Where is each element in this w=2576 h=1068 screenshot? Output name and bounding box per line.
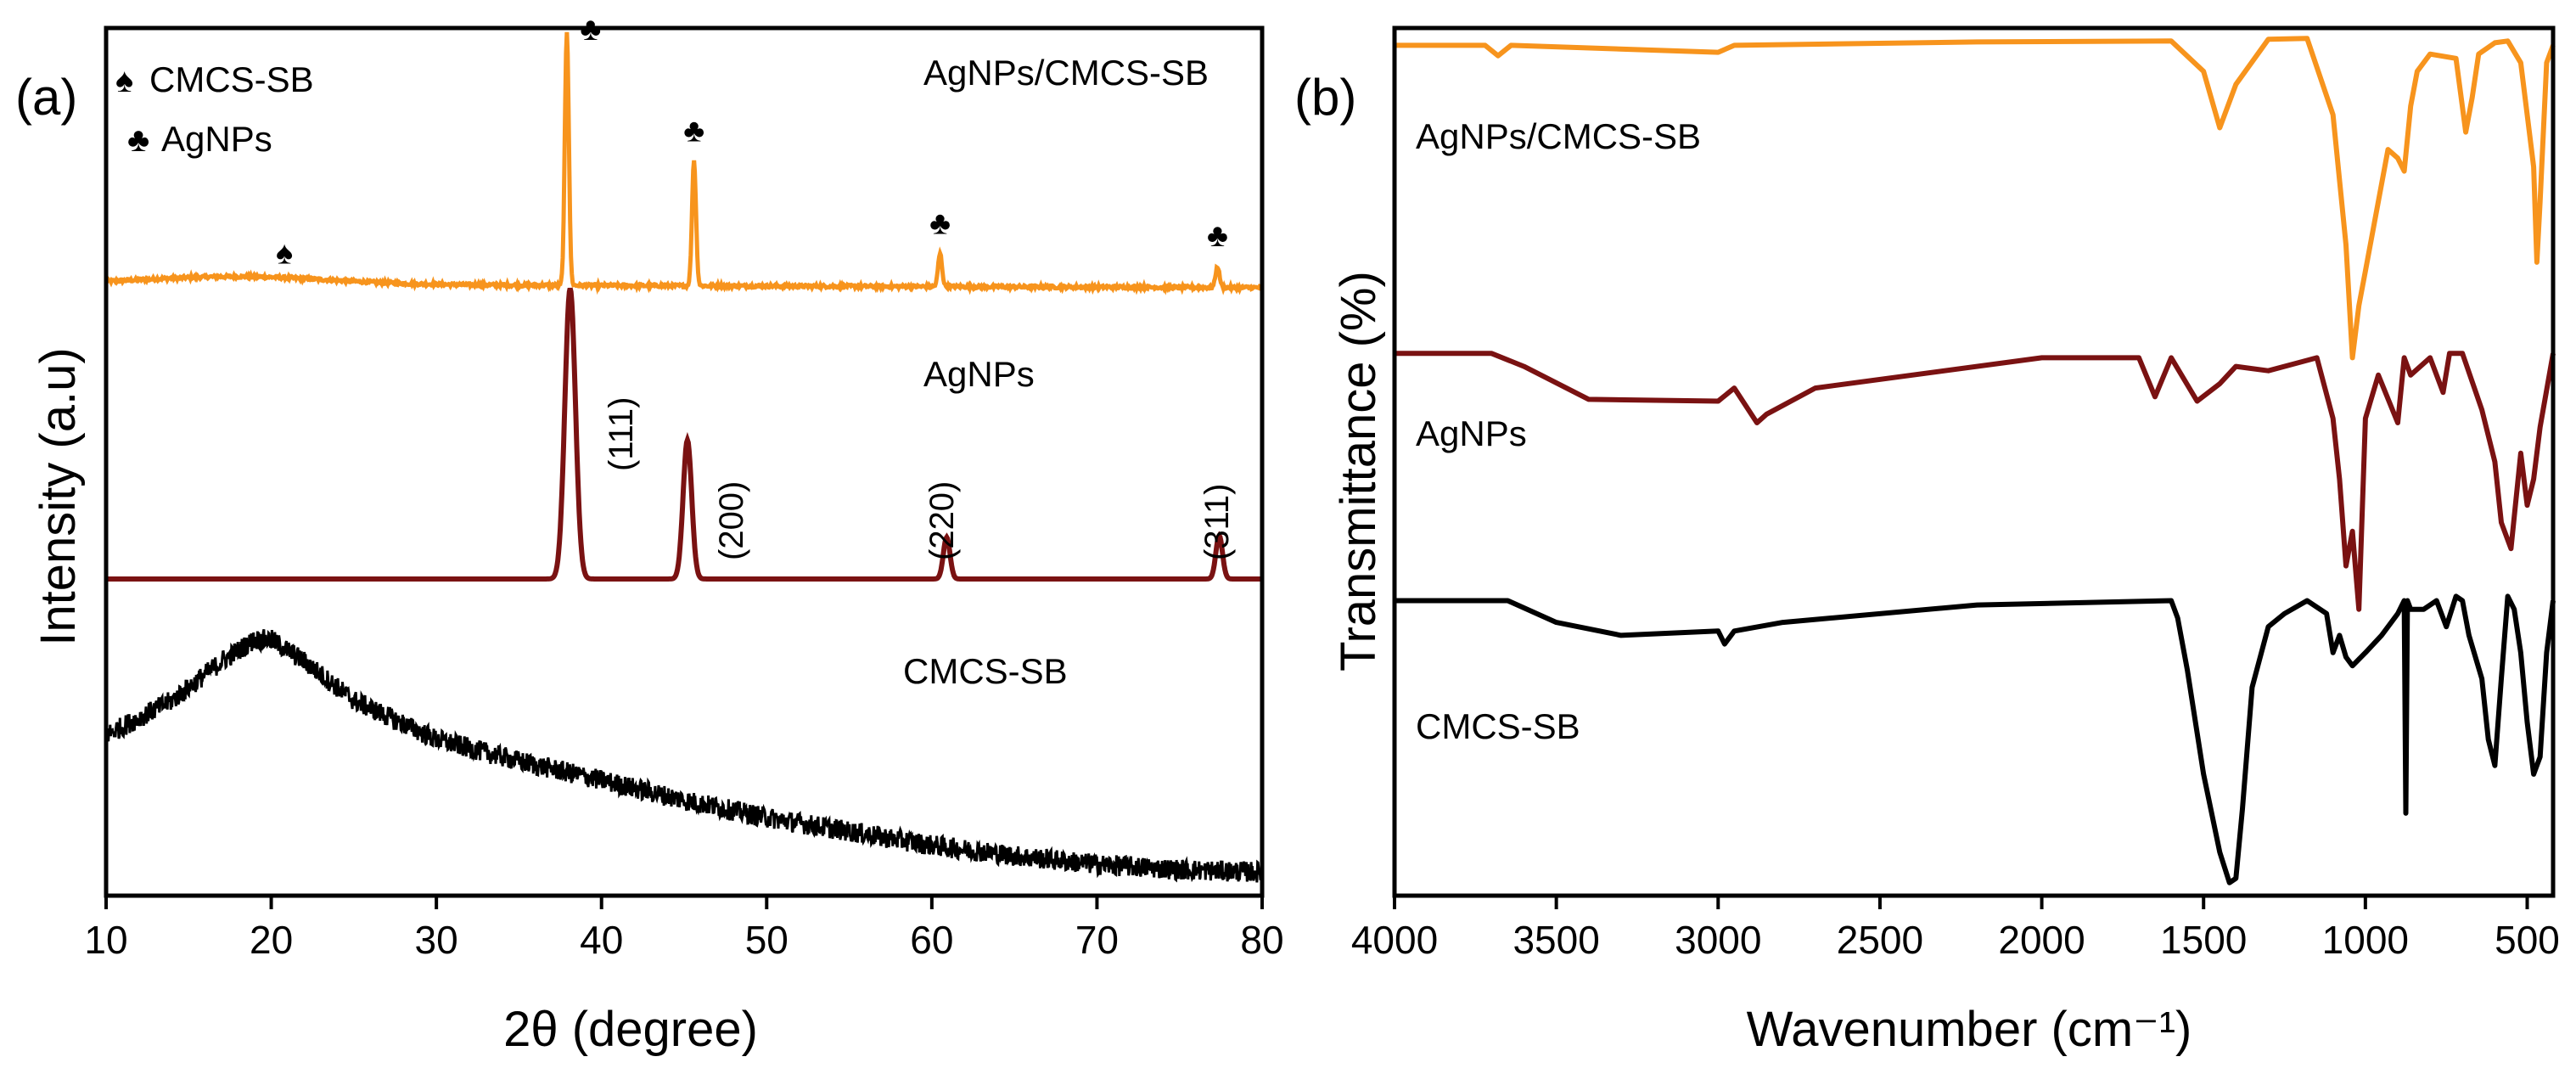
hkl-label-111: (111)	[603, 397, 640, 471]
panel-a-axes: 10 20 30 40 50 60 70 80	[84, 25, 1284, 962]
panel-b-x-tick-label: 4000	[1351, 918, 1438, 962]
panel-a-legend: ♠ CMCS-SB ♣ AgNPs	[115, 59, 314, 159]
panel-a-series-label-agnps: AgNPs	[923, 354, 1035, 394]
panel-b-frame	[1392, 25, 2556, 898]
panel-a-x-axis-title: 2θ (degree)	[503, 1002, 758, 1057]
panel-b-x-axis-title: Wavenumber (cm⁻¹)	[1747, 1002, 2192, 1057]
panel-b-series-label-agnps: AgNPs	[1416, 413, 1527, 453]
ftir-line-agnps	[1395, 351, 2556, 612]
panel-a-series-label-agnps-cmcs-sb: AgNPs/CMCS-SB	[923, 53, 1209, 93]
panel-b-x-tick-label: 3000	[1675, 918, 1761, 962]
panel-b-plot-area	[1395, 36, 2556, 885]
panel-b-x-tick-label: 2000	[1998, 918, 2085, 962]
series-line-agnps-cmcs-sb	[104, 31, 1262, 295]
legend-label-cmcs-sb: CMCS-SB	[149, 59, 314, 99]
panel-b-label: (b)	[1294, 69, 1356, 126]
panel-b-x-tick-label: 500	[2495, 918, 2560, 962]
panel-a-xrd: (a) 10 20 30 40 50 60 70 80 2θ (degree) Intensi…	[15, 12, 1284, 1057]
phase-marker-agnps: ♣	[580, 12, 601, 48]
panel-a-phase-markers: ♣ ♣ ♣ ♣ ♠	[276, 12, 1228, 271]
ftir-line-agnps-cmcs-sb	[1395, 36, 2556, 361]
panel-b-series-label-cmcs-sb: CMCS-SB	[1416, 706, 1580, 746]
phase-marker-agnps: ♣	[929, 206, 951, 242]
panel-a-x-tick-label: 80	[1240, 918, 1283, 962]
panel-a-x-tick-label: 70	[1075, 918, 1119, 962]
phase-marker-agnps: ♣	[1207, 218, 1228, 254]
panel-b-x-tick-label: 1000	[2322, 918, 2409, 962]
panel-a-x-tick-label: 50	[745, 918, 789, 962]
hkl-label-311: (311)	[1198, 484, 1236, 560]
panel-b-x-tick-label: 1500	[2160, 918, 2247, 962]
panel-a-label: (a)	[15, 69, 77, 126]
panel-a-x-tick-label: 30	[415, 918, 458, 962]
panel-a-x-tick-label: 10	[84, 918, 127, 962]
panel-a-plot-area	[104, 31, 1264, 883]
panel-b-ftir: (b) 4000 3500 3000 2500 2000 1500 1000 500 Wave…	[1294, 25, 2560, 1057]
panel-a-x-tick-label: 20	[250, 918, 293, 962]
legend-marker-cmcs-sb: ♠	[115, 62, 133, 99]
panel-a-x-tick-label: 60	[910, 918, 953, 962]
panel-a-y-axis-title: Intensity (a.u)	[31, 347, 86, 645]
panel-b-series-label-agnps-cmcs-sb: AgNPs/CMCS-SB	[1416, 116, 1701, 156]
panel-b-y-axis-title: Transmittance (%)	[1331, 271, 1386, 672]
hkl-label-220: (220)	[923, 481, 961, 560]
phase-marker-cmcs-sb: ♠	[276, 235, 293, 271]
legend-label-agnps: AgNPs	[161, 119, 272, 159]
phase-marker-agnps: ♣	[683, 113, 704, 149]
panel-b-x-tick-label: 2500	[1837, 918, 1923, 962]
panel-a-x-tick-label: 40	[580, 918, 623, 962]
panel-a-series-label-cmcs-sb: CMCS-SB	[903, 651, 1068, 691]
series-line-cmcs-sb	[104, 628, 1264, 883]
legend-marker-agnps: ♣	[127, 121, 149, 159]
series-line-agnps	[106, 287, 1262, 582]
hkl-label-200: (200)	[713, 481, 750, 560]
panel-b-x-tick-label: 3500	[1512, 918, 1599, 962]
panel-a-frame	[104, 25, 1265, 898]
ftir-line-cmcs-sb	[1395, 593, 2556, 885]
panel-b-axes: 4000 3500 3000 2500 2000 1500 1000 500	[1351, 25, 2560, 962]
